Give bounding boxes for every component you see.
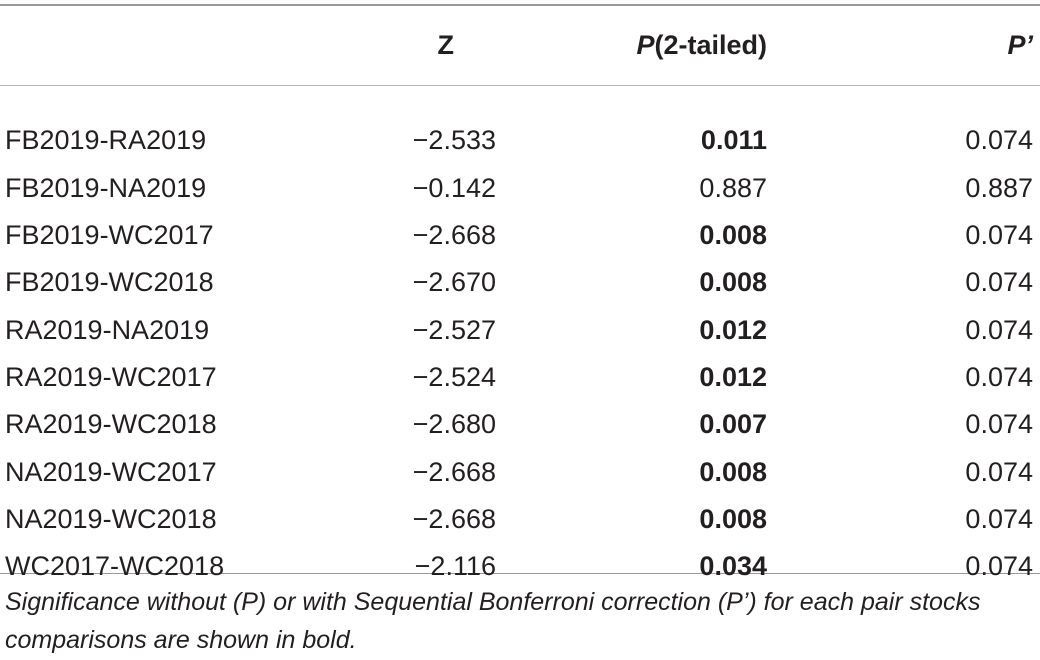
cell-z: −2.524 — [412, 361, 496, 392]
table-row: NA2019-WC2018 −2.668 0.008 0.074 — [0, 496, 1040, 543]
cell-comparison: NA2019-WC2018 — [5, 503, 217, 534]
cell-p-two-tailed: 0.008 — [699, 267, 767, 298]
comparison-table: Z P(2-tailed) P’ FB2019-RA2019 −2.533 0.01… — [0, 20, 1040, 590]
cell-p-two-tailed: 0.008 — [699, 456, 767, 487]
cell-comparison: FB2019-WC2017 — [5, 220, 214, 251]
cell-p-prime: 0.887 — [965, 172, 1033, 203]
table-header-row: Z P(2-tailed) P’ — [0, 20, 1040, 70]
cell-comparison: RA2019-WC2018 — [5, 409, 217, 440]
cell-p-prime: 0.074 — [965, 125, 1033, 156]
cell-comparison: NA2019-WC2017 — [5, 456, 217, 487]
cell-p-prime: 0.074 — [965, 551, 1033, 582]
table-row: WC2017-WC2018 −2.116 0.034 0.074 — [0, 543, 1040, 590]
cell-p-two-tailed: 0.011 — [700, 125, 767, 156]
table-top-rule — [0, 4, 1040, 6]
cell-comparison: RA2019-NA2019 — [5, 314, 210, 345]
header-p-two-tailed: P(2-tailed) — [496, 20, 767, 70]
cell-p-two-tailed: 0.008 — [699, 503, 767, 534]
cell-p-prime: 0.074 — [965, 267, 1033, 298]
cell-p-two-tailed: 0.034 — [699, 551, 767, 582]
cell-p-two-tailed: 0.007 — [699, 409, 767, 440]
table-row: RA2019-WC2018 −2.680 0.007 0.074 — [0, 401, 1040, 448]
cell-p-prime: 0.074 — [965, 503, 1033, 534]
cell-z: −2.527 — [412, 314, 496, 345]
header-p-suffix: (2-tailed) — [654, 29, 767, 60]
cell-p-two-tailed: 0.008 — [699, 220, 767, 251]
cell-z: −2.668 — [412, 456, 496, 487]
table-row: RA2019-WC2017 −2.524 0.012 0.074 — [0, 354, 1040, 401]
table-row: FB2019-NA2019 −0.142 0.887 0.887 — [0, 165, 1040, 212]
cell-p-prime: 0.074 — [965, 314, 1033, 345]
cell-z: −2.680 — [412, 409, 496, 440]
cell-p-two-tailed: 0.012 — [699, 314, 767, 345]
cell-comparison: FB2019-NA2019 — [5, 172, 207, 203]
table-bottom-rule — [0, 573, 1040, 574]
table-row: RA2019-NA2019 −2.527 0.012 0.074 — [0, 306, 1040, 353]
cell-p-two-tailed: 0.012 — [699, 361, 767, 392]
cell-p-prime: 0.074 — [965, 361, 1033, 392]
header-divider-rule — [0, 85, 1040, 86]
cell-z: −0.142 — [412, 172, 496, 203]
cell-z: −2.668 — [412, 503, 496, 534]
cell-z: −2.670 — [412, 267, 496, 298]
cell-p-two-tailed: 0.887 — [699, 172, 767, 203]
header-p-symbol: P — [636, 29, 655, 60]
cell-z: −2.533 — [412, 125, 496, 156]
cell-p-prime: 0.074 — [965, 409, 1033, 440]
table-row: FB2019-WC2017 −2.668 0.008 0.074 — [0, 212, 1040, 259]
table-row: FB2019-RA2019 −2.533 0.011 0.074 — [0, 117, 1040, 164]
header-comparison — [0, 20, 300, 70]
cell-p-prime: 0.074 — [965, 220, 1033, 251]
cell-z: −2.668 — [412, 220, 496, 251]
cell-comparison: FB2019-RA2019 — [5, 125, 207, 156]
cell-comparison: RA2019-WC2017 — [5, 361, 217, 392]
table-caption: Significance without (P) or with Sequent… — [5, 588, 981, 654]
table-row: FB2019-WC2018 −2.670 0.008 0.074 — [0, 259, 1040, 306]
header-p-prime: P’ — [1007, 29, 1033, 60]
cell-z: −2.116 — [414, 551, 496, 582]
cell-comparison: WC2017-WC2018 — [5, 551, 225, 582]
table-body: FB2019-RA2019 −2.533 0.011 0.074 FB2019-NA20… — [0, 70, 1040, 590]
cell-p-prime: 0.074 — [965, 456, 1033, 487]
header-z: Z — [437, 29, 455, 60]
cell-comparison: FB2019-WC2018 — [5, 267, 214, 298]
table-row: NA2019-WC2017 −2.668 0.008 0.074 — [0, 448, 1040, 495]
